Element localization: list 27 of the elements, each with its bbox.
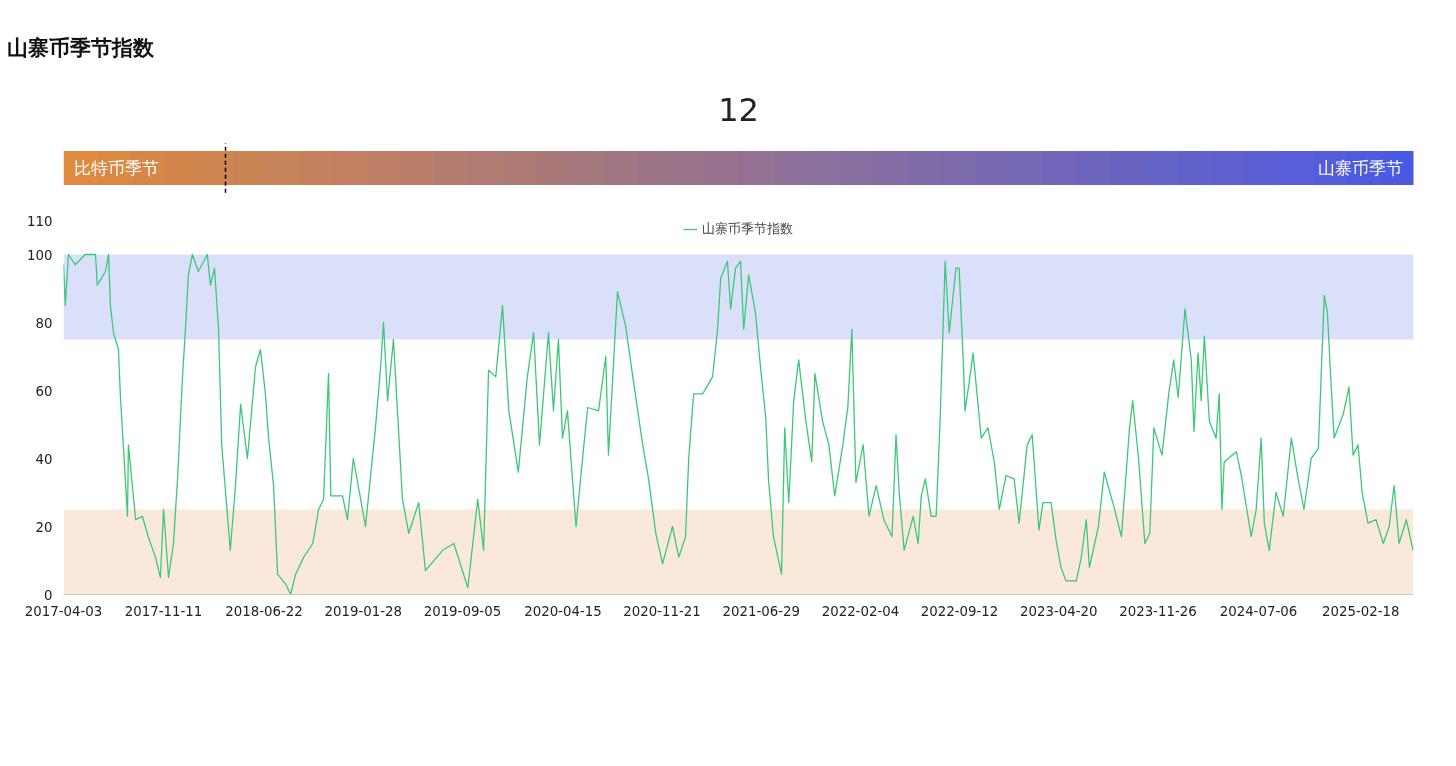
y-tick-label: 40 [35,451,53,467]
text: 山寨币季节 [1317,158,1403,178]
x-tick-label: 2017-04-03 [24,603,103,619]
x-tick-label: 2019-01-28 [324,603,402,619]
y-tick-label: 80 [35,315,53,331]
x-tick-label: 2019-09-05 [423,603,502,619]
x-tick-label: 2020-11-21 [623,603,701,619]
y-tick-label: 20 [35,519,53,535]
y-tick-label: 60 [35,383,53,399]
x-tick-label: 2025-02-18 [1322,603,1400,619]
x-tick-label: 2023-11-26 [1119,603,1197,619]
y-tick-label: 110 [27,213,53,229]
y-tick-label: 100 [27,247,53,263]
text: 比特币季节 [74,158,160,178]
x-tick-label: 2023-04-20 [1020,603,1098,619]
legend-label: 山寨币季节指数 [702,220,793,238]
y-tick-label: 0 [44,587,53,603]
x-tick-label: 2020-04-15 [524,603,602,619]
x-tick-label: 2024-07-06 [1219,603,1298,619]
x-tick-label: 2021-06-29 [722,603,800,619]
data-label: 12 [718,91,759,129]
x-tick-label: 2022-09-12 [920,603,999,619]
chart-title: 山寨币季节指数 [7,35,154,61]
x-tick-label: 2018-06-22 [225,603,303,619]
x-tick-label: 2022-02-04 [821,603,900,619]
x-tick-label: 2017-11-11 [124,603,203,619]
line-series [63,253,1414,595]
